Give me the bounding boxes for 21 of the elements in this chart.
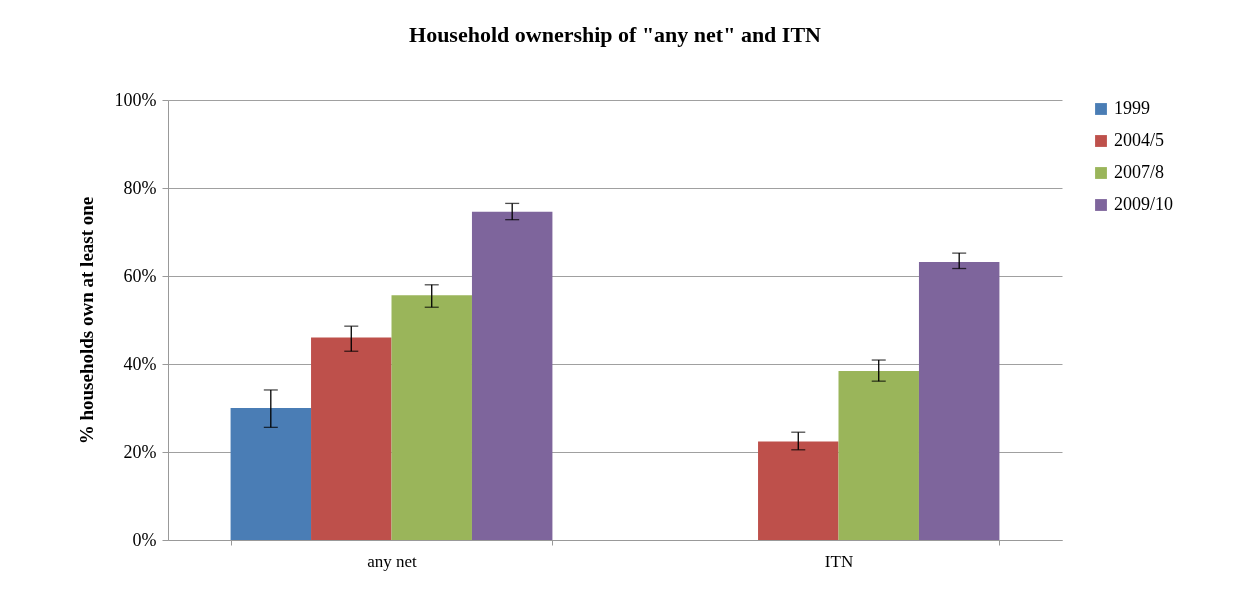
y-tick-label: 40%: [123, 353, 157, 374]
bar: [311, 337, 392, 540]
y-tick-label: 100%: [114, 89, 157, 110]
y-tick-label: 0%: [132, 529, 157, 550]
bar: [471, 211, 553, 540]
bar: [918, 261, 1000, 540]
bar: [230, 408, 312, 540]
y-tick-label: 60%: [123, 265, 157, 286]
bar: [758, 441, 839, 540]
legend-label: 2009/10: [1114, 194, 1174, 214]
legend-label: 1999: [1114, 98, 1150, 118]
y-axis-title: % households own at least one: [75, 196, 97, 445]
y-tick-label: 80%: [123, 177, 157, 198]
y-tick-label: 20%: [123, 441, 157, 462]
x-tick-label: ITN: [824, 551, 854, 571]
chart-title: Household ownership of "any net" and ITN: [409, 22, 822, 47]
bar: [391, 295, 472, 540]
legend-label: 2004/5: [1114, 130, 1165, 150]
x-tick-label: any net: [367, 551, 418, 571]
legend-label: 2007/8: [1114, 162, 1165, 182]
bar: [838, 371, 919, 540]
